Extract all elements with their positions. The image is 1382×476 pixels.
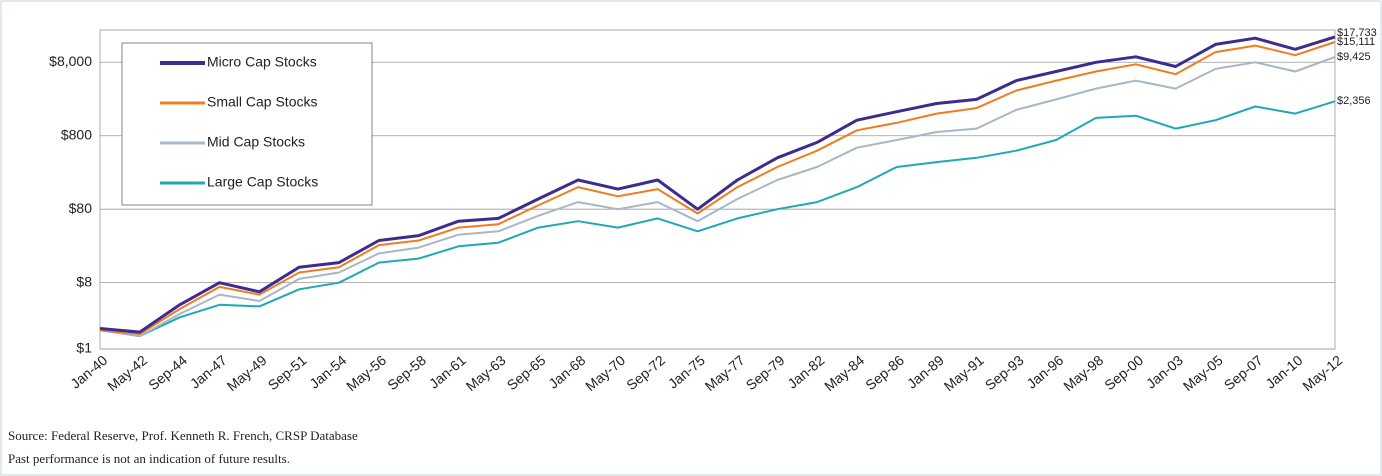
x-tick-label: Sep-93 — [982, 352, 1027, 393]
x-tick-label: May-12 — [1299, 352, 1345, 394]
y-tick-label: $8,000 — [49, 53, 92, 69]
x-tick-label: Jan-68 — [545, 352, 588, 392]
legend-label: Small Cap Stocks — [207, 94, 317, 110]
series-line — [99, 41, 1336, 335]
x-tick-label: Sep-65 — [504, 352, 549, 393]
x-tick-label: May-98 — [1060, 352, 1106, 394]
x-tick-label: May-63 — [463, 352, 509, 394]
x-tick-label: Sep-72 — [623, 352, 668, 393]
x-tick-label: Sep-51 — [265, 352, 310, 393]
y-tick-label: $1 — [76, 340, 92, 356]
x-tick-label: Sep-07 — [1221, 352, 1266, 393]
x-tick-label: May-42 — [104, 352, 150, 394]
y-tick-label: $8 — [76, 273, 92, 289]
x-tick-label: May-05 — [1180, 352, 1226, 394]
x-tick-label: Sep-79 — [743, 352, 788, 393]
x-tick-label: Jan-47 — [187, 352, 230, 392]
y-tick-label: $800 — [61, 126, 92, 142]
x-tick-label: May-84 — [821, 352, 867, 394]
x-tick-label: Jan-82 — [784, 352, 827, 392]
x-tick-label: May-56 — [343, 352, 389, 394]
plot-border — [99, 29, 1336, 350]
x-tick-label: Jan-10 — [1262, 352, 1305, 392]
x-tick-label: Jan-89 — [904, 352, 947, 392]
x-tick-label: May-77 — [702, 352, 748, 394]
x-tick-label: Sep-86 — [862, 352, 907, 393]
series-line — [99, 35, 1336, 334]
x-tick-label: Sep-00 — [1101, 352, 1146, 393]
x-tick-label: May-70 — [582, 352, 628, 394]
legend-label: Micro Cap Stocks — [207, 54, 317, 70]
x-tick-label: Jan-03 — [1143, 352, 1186, 392]
legend-label: Mid Cap Stocks — [207, 134, 305, 150]
legend-label: Large Cap Stocks — [207, 174, 318, 190]
legend-box — [121, 42, 373, 206]
series-line — [99, 100, 1336, 338]
x-tick-label: Jan-96 — [1023, 352, 1066, 392]
x-tick-label: Jan-61 — [426, 352, 469, 392]
end-label: $17,733 — [1337, 27, 1377, 39]
y-tick-label: $80 — [69, 200, 93, 216]
x-tick-label: Sep-58 — [384, 352, 429, 393]
x-tick-label: Sep-44 — [145, 352, 190, 393]
end-label: $2,356 — [1337, 95, 1371, 107]
x-tick-label: May-91 — [941, 352, 987, 394]
x-tick-label: Jan-75 — [665, 352, 708, 392]
series-line — [99, 56, 1336, 338]
source: Source: Federal Reserve, Prof. Kenneth R… — [8, 428, 358, 443]
end-label: $15,111 — [1337, 36, 1375, 48]
x-tick-label: Jan-40 — [67, 352, 110, 392]
x-tick-label: May-49 — [224, 352, 270, 394]
note: Past performance is not an indication of… — [8, 451, 290, 466]
end-label: $9,425 — [1337, 51, 1371, 63]
x-tick-label: Jan-54 — [306, 352, 349, 392]
